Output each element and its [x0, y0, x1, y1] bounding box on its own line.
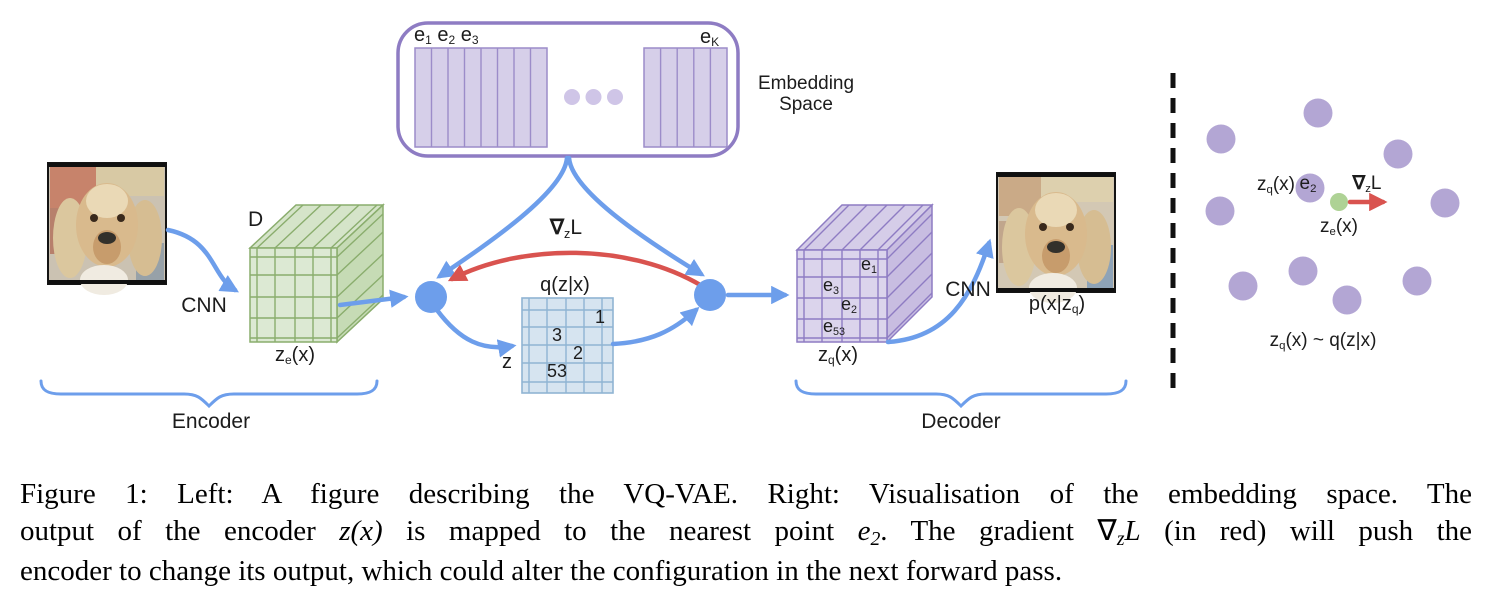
dog-eye — [90, 214, 98, 222]
arrow-gradient-red — [447, 250, 705, 289]
embedding-point — [1206, 124, 1236, 154]
embedding-space-box — [396, 21, 740, 158]
embedding-space-title-line1: Embedding — [757, 73, 855, 94]
input-dog-image — [47, 162, 167, 295]
embedding-point — [1228, 271, 1258, 301]
vqvae-diagram — [39, 21, 1460, 409]
zq-label: zq(x) — [817, 344, 859, 368]
grid-cell-value: 1 — [594, 307, 606, 327]
embedding-scatter — [1205, 98, 1460, 315]
latent-grid — [521, 297, 614, 394]
figure-caption: Figure 1: Left: A figure describing the … — [20, 476, 1472, 590]
cube-cell-label: e1 — [860, 254, 878, 277]
embedding-space-title-line2: Space — [779, 94, 833, 115]
gradient-label: ∇zL — [549, 216, 583, 241]
embedding-point — [1430, 188, 1460, 218]
cube-cell-label: e2 — [840, 294, 858, 317]
embedding-point — [1205, 196, 1235, 226]
quantization-node-left — [415, 281, 447, 313]
scatter-zq-label: zq(x) — [1257, 174, 1295, 197]
encoder-brace — [39, 379, 379, 409]
caption-line: Figure 1: Left: A figure describing the … — [20, 478, 1472, 510]
decoder-cube — [795, 203, 934, 344]
depth-label-d: D — [248, 208, 264, 231]
decoder-brace-label: Decoder — [921, 410, 1001, 433]
encoder-output-point — [1330, 193, 1348, 211]
arrow-encoder-to-node — [337, 289, 409, 308]
codebook-columns-right — [643, 47, 728, 148]
grid-cell-value: 53 — [546, 361, 568, 381]
scatter-formula: zq(x) ~ q(z|x) — [1269, 330, 1377, 353]
codebook-label-ek: eK — [700, 26, 720, 50]
embedding-point — [1402, 266, 1432, 296]
cnn-label-encoder: CNN — [181, 294, 227, 317]
scatter-e2-label: e2 — [1299, 173, 1317, 196]
encoder-brace-label: Encoder — [171, 410, 251, 433]
embedding-point-e2 — [1295, 173, 1325, 203]
embedding-point — [1332, 285, 1362, 315]
embedding-point — [1383, 139, 1413, 169]
codebook-columns-left — [414, 47, 548, 148]
decoder-brace — [794, 379, 1128, 409]
arrow-embedding-to-left-node — [436, 155, 570, 279]
caption-line: encoder to change its output, which coul… — [20, 555, 1063, 587]
arrow-node-to-grid — [434, 307, 517, 358]
arrow-cnn-encoder — [165, 227, 239, 293]
arrow-grid-to-node — [610, 306, 700, 347]
ze-label: ze(x) — [274, 344, 316, 368]
pxzq-label: p(x|zq) — [1028, 293, 1086, 317]
grid-cell-value: 2 — [572, 343, 584, 363]
scatter-gradient-label: ∇zL — [1352, 173, 1382, 196]
dog-eye — [117, 214, 125, 222]
embedding-point — [1303, 98, 1333, 128]
cube-cell-label: e53 — [822, 316, 846, 339]
output-dog-image — [996, 172, 1116, 303]
quantization-node-right — [694, 279, 726, 311]
dog-nose — [98, 232, 116, 244]
encoder-cube — [248, 203, 385, 344]
embedding-point — [1288, 256, 1318, 286]
scatter-ze-label: ze(x) — [1320, 216, 1358, 239]
arrow-embedding-to-right-node — [566, 155, 705, 277]
ellipsis-dots — [564, 89, 623, 105]
cnn-label-decoder: CNN — [945, 278, 991, 301]
cube-cell-label: e3 — [822, 275, 840, 298]
caption-line: output of the encoder z(x) is mapped to … — [20, 515, 1473, 550]
qzx-label: q(z|x) — [540, 274, 590, 296]
codebook-labels-e123: e1 e2 e3 — [414, 24, 479, 48]
grid-cell-value: 3 — [551, 325, 563, 345]
arrow-cnn-decoder — [885, 238, 994, 345]
z-label: z — [502, 351, 512, 373]
